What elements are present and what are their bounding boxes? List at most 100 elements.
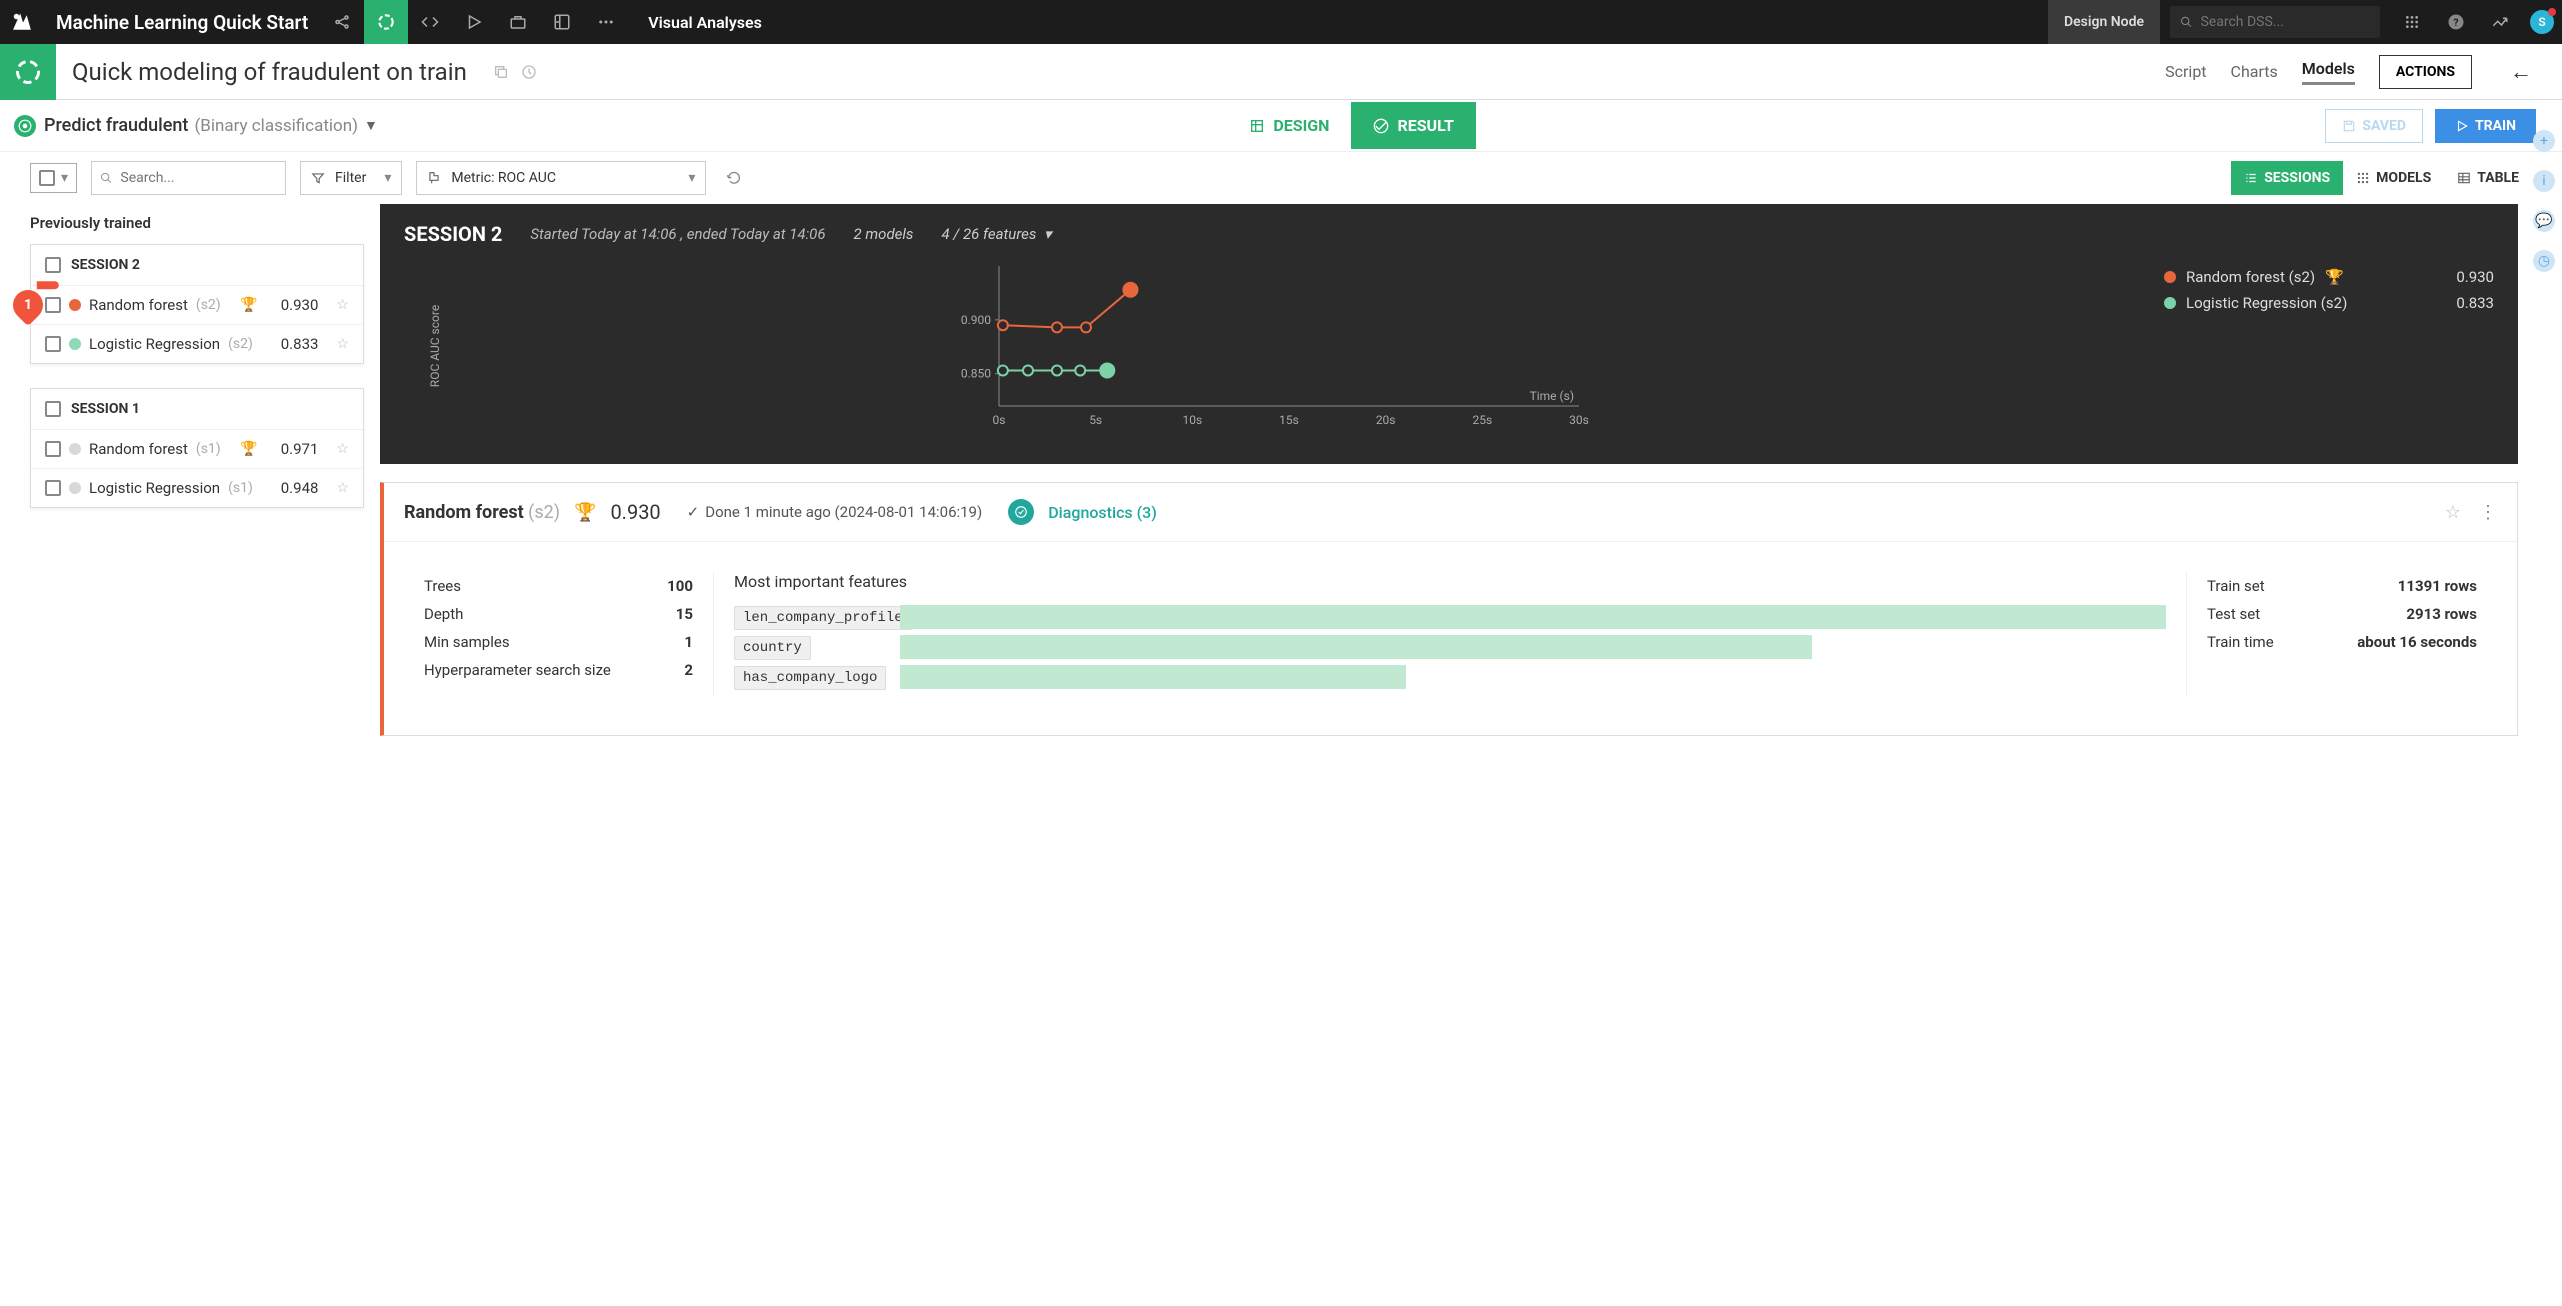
view-sessions[interactable]: SESSIONS xyxy=(2231,161,2343,195)
session-features[interactable]: 4 / 26 features ▾ xyxy=(941,225,1051,243)
model-features: Most important features len_company_prof… xyxy=(714,572,2187,695)
svg-text:?: ? xyxy=(2453,16,2458,29)
nav-charts[interactable]: Charts xyxy=(2231,62,2278,81)
view-table[interactable]: TABLE xyxy=(2444,161,2532,195)
search-input[interactable] xyxy=(120,170,277,186)
nav-script[interactable]: Script xyxy=(2165,62,2206,81)
filter-button[interactable]: Filter ▾ xyxy=(300,161,402,195)
chart-legend: Random forest (s2) 🏆 0.930 Logistic Regr… xyxy=(2164,256,2494,436)
refresh-icon[interactable] xyxy=(720,164,748,192)
rail-comment-icon[interactable]: 💬 xyxy=(2533,210,2555,232)
user-avatar[interactable]: S xyxy=(2530,10,2554,34)
model-sess: (s2) xyxy=(196,297,221,313)
roc-chart: ROC AUC score 0.8500.9000s5s10s15s20s25s… xyxy=(404,256,2134,436)
search-box[interactable] xyxy=(91,161,286,195)
star-icon[interactable]: ☆ xyxy=(336,441,349,457)
model-checkbox[interactable] xyxy=(45,297,61,313)
feature-row: len_company_profile xyxy=(734,605,2166,629)
stat-value: 2913 rows xyxy=(2406,605,2477,623)
share-icon[interactable] xyxy=(320,0,364,44)
metric-selector[interactable]: Metric: ROC AUC ▾ xyxy=(416,161,706,195)
model-row[interactable]: Logistic Regression (s2) 0.833 ☆ xyxy=(31,325,363,363)
train-button[interactable]: TRAIN xyxy=(2435,109,2536,143)
view-switcher: SESSIONS MODELS TABLE xyxy=(2231,161,2532,195)
trophy-icon: 🏆 xyxy=(240,297,257,313)
trophy-icon: 🏆 xyxy=(574,502,596,523)
legend-row[interactable]: Logistic Regression (s2) 0.833 xyxy=(2164,290,2494,316)
kebab-icon[interactable]: ⋮ xyxy=(2479,502,2497,523)
svg-text:5s: 5s xyxy=(1089,413,1102,427)
model-checkbox[interactable] xyxy=(45,336,61,352)
session-header[interactable]: SESSION 1 xyxy=(31,389,363,430)
app-logo-icon[interactable] xyxy=(0,0,44,44)
model-checkbox[interactable] xyxy=(45,441,61,457)
filter-label: Filter xyxy=(335,170,366,186)
session-header[interactable]: SESSION 2 xyxy=(31,245,363,286)
feature-bar-wrap xyxy=(900,665,2166,689)
rail-info-icon[interactable]: i xyxy=(2533,170,2555,192)
result-mode-button[interactable]: RESULT xyxy=(1351,102,1475,149)
saved-button: SAVED xyxy=(2325,109,2423,143)
model-row[interactable]: 1 Random forest (s2) 🏆 0.930 ☆ xyxy=(31,286,363,325)
model-color-dot xyxy=(69,338,81,350)
activity-icon[interactable] xyxy=(2478,0,2522,44)
topbar: Machine Learning Quick Start Visual Anal… xyxy=(0,0,2562,44)
rail-add-icon[interactable]: + xyxy=(2533,130,2555,152)
session-checkbox[interactable] xyxy=(45,401,61,417)
trophy-icon: 🏆 xyxy=(2325,268,2344,286)
copy-icon[interactable] xyxy=(493,64,509,80)
model-checkbox[interactable] xyxy=(45,480,61,496)
star-icon[interactable]: ☆ xyxy=(336,480,349,496)
help-icon[interactable]: ? xyxy=(2434,0,2478,44)
model-row[interactable]: Random forest (s1) 🏆 0.971 ☆ xyxy=(31,430,363,469)
play-icon[interactable] xyxy=(452,0,496,44)
legend-name: Random forest (s2) xyxy=(2186,268,2315,286)
select-all-checkbox[interactable]: ▾ xyxy=(30,163,77,193)
actions-button[interactable]: ACTIONS xyxy=(2379,55,2472,89)
history-icon[interactable] xyxy=(521,64,537,80)
model-detail-title: Random forest (s2) xyxy=(404,502,560,523)
star-icon[interactable]: ☆ xyxy=(2445,502,2461,523)
search-dss-input[interactable] xyxy=(2200,14,2370,30)
legend-dot xyxy=(2164,271,2176,283)
diagnostics-icon[interactable] xyxy=(1008,499,1034,525)
model-color-dot xyxy=(69,299,81,311)
legend-score: 0.930 xyxy=(2456,268,2494,286)
feature-row: has_company_logo xyxy=(734,665,2166,689)
model-params: Trees100Depth15Min samples1Hyperparamete… xyxy=(404,572,714,695)
code-icon[interactable] xyxy=(408,0,452,44)
trophy-icon: 🏆 xyxy=(240,441,257,457)
briefcase-icon[interactable] xyxy=(496,0,540,44)
session-checkbox[interactable] xyxy=(45,257,61,273)
flow-icon[interactable] xyxy=(364,0,408,44)
tab-visual-analyses[interactable]: Visual Analyses xyxy=(628,0,782,44)
diagnostics-link[interactable]: Diagnostics (3) xyxy=(1048,503,1157,522)
rail-clock-icon[interactable]: ◷ xyxy=(2533,250,2555,272)
right-rail: + i 💬 ◷ xyxy=(2526,100,2562,272)
search-dss[interactable] xyxy=(2170,6,2380,38)
dashboard-icon[interactable] xyxy=(540,0,584,44)
main: Previously trained SESSION 21 Random for… xyxy=(0,204,2562,736)
view-models[interactable]: MODELS xyxy=(2343,161,2444,195)
design-mode-button[interactable]: DESIGN xyxy=(1227,102,1351,149)
session-models-count: 2 models xyxy=(854,225,914,243)
param-row: Trees100 xyxy=(424,572,693,600)
saved-label: SAVED xyxy=(2362,118,2406,134)
legend-row[interactable]: Random forest (s2) 🏆 0.930 xyxy=(2164,264,2494,290)
star-icon[interactable]: ☆ xyxy=(336,336,349,352)
analysis-logo-icon[interactable] xyxy=(0,44,56,100)
feature-tag: country xyxy=(734,636,811,660)
dropdown-icon[interactable]: ▼ xyxy=(364,117,378,134)
star-icon[interactable]: ☆ xyxy=(336,297,349,313)
model-row[interactable]: Logistic Regression (s1) 0.948 ☆ xyxy=(31,469,363,507)
back-arrow-icon[interactable]: ← xyxy=(2496,59,2546,85)
nav-models[interactable]: Models xyxy=(2302,59,2355,85)
callout-badge: 1 xyxy=(7,284,49,326)
svg-text:10s: 10s xyxy=(1182,413,1202,427)
stat-label: Train set xyxy=(2207,577,2265,595)
session-card: SESSION 21 Random forest (s2) 🏆 0.930 ☆ … xyxy=(30,244,364,364)
topbar-right: Design Node ? S xyxy=(2048,0,2562,44)
apps-icon[interactable] xyxy=(2390,0,2434,44)
model-sess: (s1) xyxy=(196,441,221,457)
more-icon[interactable] xyxy=(584,0,628,44)
